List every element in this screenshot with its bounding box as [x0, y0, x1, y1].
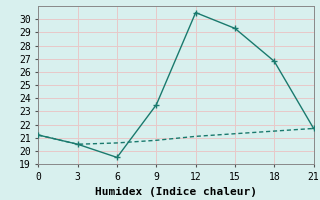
X-axis label: Humidex (Indice chaleur): Humidex (Indice chaleur)	[95, 187, 257, 197]
